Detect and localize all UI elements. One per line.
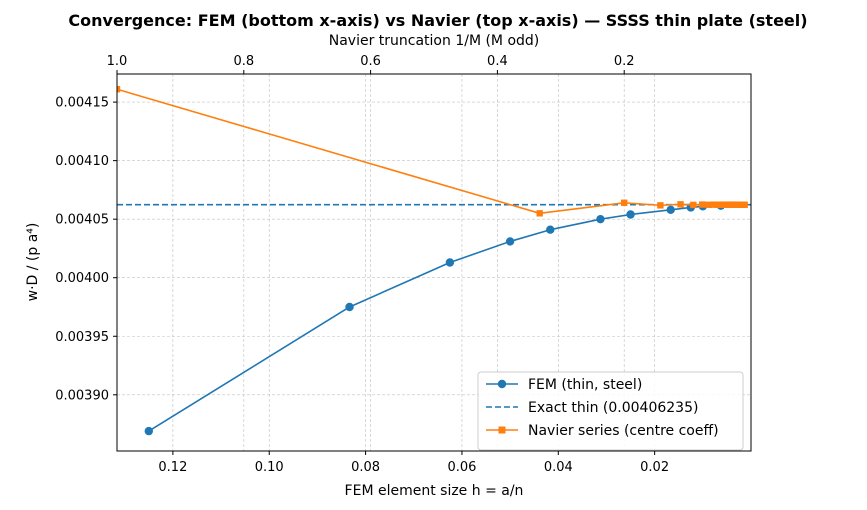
plot-frame bbox=[116, 73, 752, 452]
y-tick-label: 0.00415 bbox=[55, 96, 109, 111]
navier-data-point bbox=[536, 210, 543, 217]
x-tick-label: 0.08 bbox=[351, 460, 380, 475]
fem-data-point bbox=[345, 302, 354, 312]
bottom-x-axis-label: FEM element size h = a/n bbox=[345, 483, 524, 499]
tick-layer: 0.12 0.10 0.08 0.06 0.04 0.02 1.0 0.8 0.6 0.4 0.2 0… bbox=[55, 54, 669, 475]
navier-data-point bbox=[741, 201, 748, 208]
series-layer bbox=[117, 86, 748, 436]
x-tick-label: 0.06 bbox=[447, 460, 476, 475]
y-tick-label: 0.00395 bbox=[55, 330, 109, 345]
legend-entry-fem: FEM (thin, steel) bbox=[486, 377, 642, 393]
navier-data-point bbox=[117, 86, 121, 93]
x-tick-label: 0.12 bbox=[158, 460, 187, 475]
navier-data-point bbox=[657, 202, 664, 209]
fem-data-point bbox=[144, 426, 153, 436]
top-x-axis-label: Navier truncation 1/M (M odd) bbox=[329, 33, 540, 49]
x2-tick-label: 0.4 bbox=[487, 54, 508, 69]
y-tick-label: 0.00405 bbox=[55, 213, 109, 228]
x-tick-label: 0.02 bbox=[640, 460, 669, 475]
fem-data-point bbox=[546, 225, 555, 234]
legend-swatch-fem-marker bbox=[497, 379, 507, 389]
fem-data-point bbox=[596, 214, 605, 224]
y-tick-label: 0.00390 bbox=[55, 388, 109, 403]
legend-swatch-navier-marker bbox=[498, 426, 506, 434]
fem-data-point bbox=[445, 258, 455, 267]
fem-data-point bbox=[505, 237, 515, 246]
navier-data-point bbox=[699, 201, 706, 208]
x2-tick-label: 1.0 bbox=[107, 54, 128, 69]
fem-data-point bbox=[626, 210, 635, 219]
x-tick-label: 0.10 bbox=[255, 460, 284, 475]
legend-label-exact: Exact thin (0.00406235) bbox=[528, 400, 698, 416]
legend-label-fem: FEM (thin, steel) bbox=[528, 377, 642, 393]
x2-tick-label: 0.8 bbox=[233, 54, 254, 69]
y-axis-label: w·D / (p a⁴) bbox=[25, 223, 41, 302]
chart-title: Convergence: FEM (bottom x-axis) vs Navi… bbox=[68, 11, 807, 30]
legend-box bbox=[477, 371, 744, 451]
navier-data-point bbox=[621, 199, 628, 206]
navier-data-point bbox=[710, 201, 717, 208]
fem-data-point bbox=[666, 205, 675, 215]
legend-entry-navier: Navier series (centre coeff) bbox=[486, 423, 719, 439]
navier-data-point bbox=[690, 201, 697, 209]
y-tick-label: 0.00400 bbox=[55, 271, 109, 286]
x2-tick-label: 0.6 bbox=[360, 54, 381, 69]
y-tick-label: 0.00410 bbox=[55, 154, 109, 169]
legend-label-navier: Navier series (centre coeff) bbox=[528, 423, 719, 439]
legend-entry-exact: Exact thin (0.00406235) bbox=[486, 400, 698, 416]
legend: FEM (thin, steel) Exact thin (0.00406235… bbox=[477, 371, 744, 451]
x-tick-label: 0.04 bbox=[544, 460, 573, 475]
navier-data-point bbox=[677, 201, 684, 208]
navier-data-point bbox=[705, 201, 712, 208]
x2-tick-label: 0.2 bbox=[614, 54, 635, 69]
